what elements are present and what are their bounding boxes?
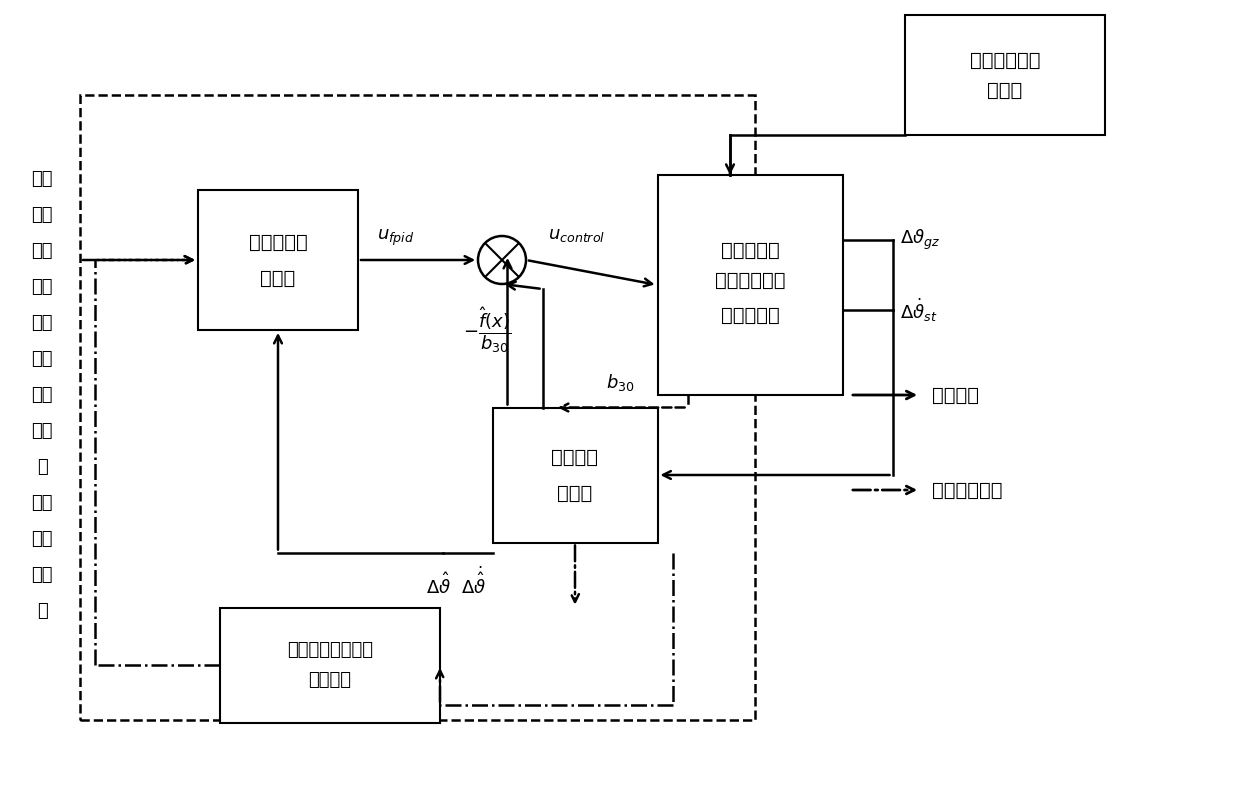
Text: 姿态控制: 姿态控制 bbox=[932, 385, 980, 404]
Text: 数整定器: 数整定器 bbox=[309, 671, 351, 689]
Bar bbox=[905, 15, 1105, 135]
Text: 数摄动: 数摄动 bbox=[987, 81, 1023, 100]
Text: 离线参数整定: 离线参数整定 bbox=[932, 480, 1002, 499]
Text: 运载火箭刚: 运载火箭刚 bbox=[720, 240, 780, 260]
Text: 器: 器 bbox=[37, 602, 47, 620]
Text: 微分器: 微分器 bbox=[557, 484, 593, 502]
Text: $b_{30}$: $b_{30}$ bbox=[605, 372, 635, 393]
Bar bbox=[219, 608, 440, 722]
Text: 内外干扰及参: 内外干扰及参 bbox=[970, 50, 1040, 70]
Text: 体、弹性运动: 体、弹性运动 bbox=[714, 271, 785, 290]
Bar bbox=[198, 190, 358, 330]
Text: 馈和: 馈和 bbox=[31, 278, 53, 296]
Bar bbox=[492, 407, 657, 542]
Text: 积分链式: 积分链式 bbox=[552, 447, 599, 466]
Text: 非线性反馈: 非线性反馈 bbox=[249, 232, 308, 251]
Text: 箭: 箭 bbox=[37, 458, 47, 476]
Text: 微分: 微分 bbox=[31, 314, 53, 332]
Bar bbox=[81, 95, 755, 720]
Text: 控制: 控制 bbox=[31, 566, 53, 584]
Text: $\Delta\vartheta_{gz}$: $\Delta\vartheta_{gz}$ bbox=[900, 228, 941, 252]
Text: 姿态: 姿态 bbox=[31, 494, 53, 512]
Text: 的运: 的运 bbox=[31, 386, 53, 404]
Text: 非线: 非线 bbox=[31, 206, 53, 224]
Text: $u_{control}$: $u_{control}$ bbox=[548, 226, 605, 244]
Text: 萤火虫算法控制参: 萤火虫算法控制参 bbox=[286, 641, 373, 659]
Text: 智能: 智能 bbox=[31, 530, 53, 548]
Text: $u_{fpid}$: $u_{fpid}$ bbox=[377, 228, 414, 248]
Text: 及测量模型: 及测量模型 bbox=[720, 305, 780, 324]
Bar bbox=[657, 175, 842, 395]
Text: 性反: 性反 bbox=[31, 242, 53, 260]
Text: 载火: 载火 bbox=[31, 422, 53, 440]
Text: 跟踪: 跟踪 bbox=[31, 350, 53, 368]
Text: 控制器: 控制器 bbox=[260, 268, 295, 287]
Text: $\Delta\dot{\vartheta}_{st}$: $\Delta\dot{\vartheta}_{st}$ bbox=[900, 297, 937, 323]
Text: $-\dfrac{\hat{f}(x)}{b_{30}}$: $-\dfrac{\hat{f}(x)}{b_{30}}$ bbox=[463, 306, 511, 356]
Text: $\Delta\hat{\vartheta}\ \ \Delta\dot{\hat{\vartheta}}$: $\Delta\hat{\vartheta}\ \ \Delta\dot{\ha… bbox=[427, 567, 486, 598]
Text: 基于: 基于 bbox=[31, 170, 53, 188]
